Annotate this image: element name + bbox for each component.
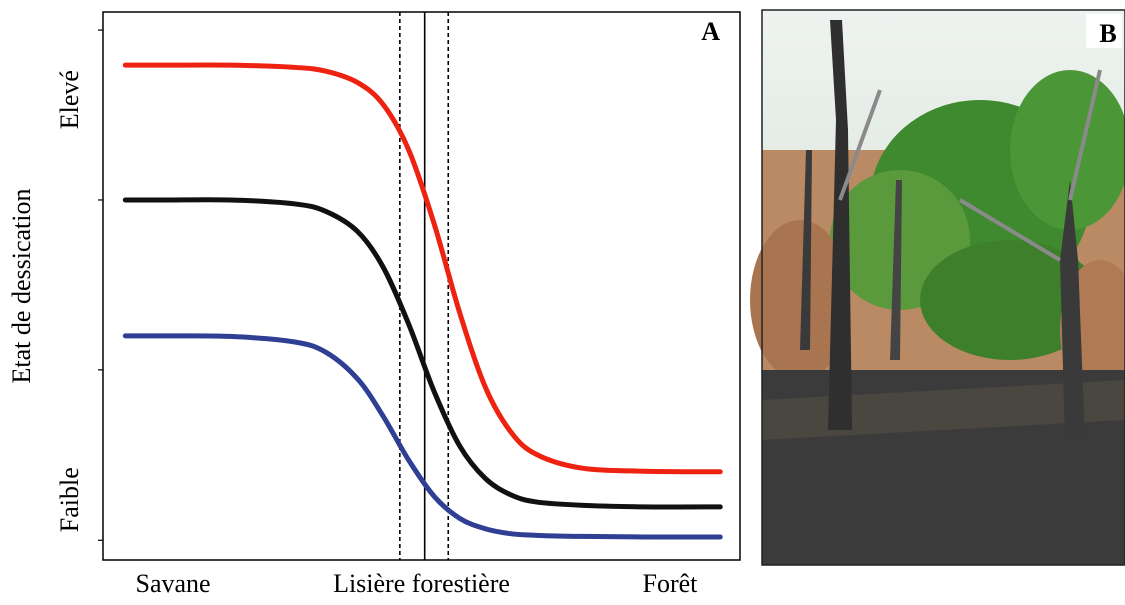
panel-label: A: [701, 17, 720, 46]
photo: [750, 9, 1125, 566]
x-tick-label: Lisière forestière: [333, 569, 510, 598]
y-tick-label: Elevé: [55, 70, 84, 129]
y-tick-label: Faible: [55, 467, 84, 532]
x-tick-label: Savane: [136, 569, 211, 598]
curve: [122, 62, 723, 475]
plot-frame: [102, 11, 741, 561]
photo-label: B: [1099, 19, 1116, 48]
x-tick-label: Forêt: [642, 569, 698, 598]
curve: [122, 333, 723, 540]
y-axis-title: Etat de dessication: [7, 189, 36, 384]
curve: [122, 197, 723, 510]
